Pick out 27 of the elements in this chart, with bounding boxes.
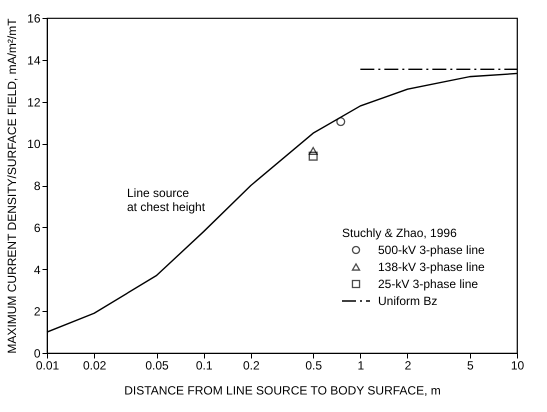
legend-title: Stuchly & Zhao, 1996 <box>342 226 458 240</box>
y-tick-label: 16 <box>27 12 41 26</box>
y-tick-label: 10 <box>27 137 41 152</box>
x-tick-label: 0.5 <box>305 358 322 372</box>
x-tick-label: 0.1 <box>196 358 213 372</box>
y-tick-label: 12 <box>27 95 41 110</box>
y-tick-label: 6 <box>34 220 41 235</box>
x-axis-title: DISTANCE FROM LINE SOURCE TO BODY SURFACE, m <box>124 384 441 398</box>
legend-label: 25-kV 3-phase line <box>378 277 478 291</box>
legend-label: 138-kV 3-phase line <box>378 260 486 274</box>
y-tick-label: 14 <box>27 53 41 68</box>
legend-label: 500-kV 3-phase line <box>378 243 486 257</box>
y-tick-label: 0 <box>34 346 41 360</box>
x-tick-label: 0.05 <box>145 358 170 372</box>
annotation: Line source at chest height <box>127 186 206 214</box>
y-tick-label: 4 <box>34 262 41 277</box>
x-tick-label: 10 <box>510 358 524 372</box>
x-tick-label: 5 <box>466 358 474 372</box>
x-tick-label: 0.2 <box>242 358 260 372</box>
y-axis-title: MAXIMUM CURRENT DENSITY/SURFACE FIELD, mA/m²/mT <box>5 18 20 354</box>
x-tick-label: 2 <box>404 358 412 372</box>
y-tick-label: 8 <box>34 179 41 193</box>
y-tick-label: 2 <box>34 304 41 319</box>
x-tick-label: 1 <box>357 358 364 372</box>
legend-label: Uniform Bz <box>378 294 438 308</box>
x-tick-label: 0.01 <box>36 358 60 372</box>
x-tick-label: 0.02 <box>82 358 107 372</box>
